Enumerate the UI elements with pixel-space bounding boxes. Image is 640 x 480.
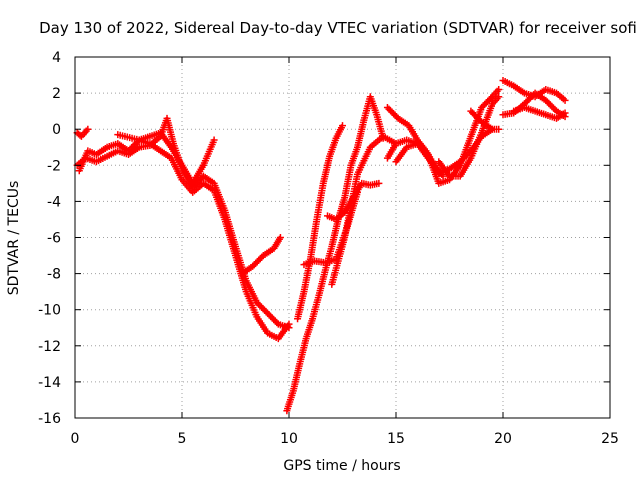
chart-title: Day 130 of 2022, Sidereal Day-to-day VTE… bbox=[39, 19, 637, 37]
y-tick-label: -4 bbox=[47, 194, 61, 210]
y-tick-label: -16 bbox=[38, 411, 61, 427]
series-arc-4 bbox=[114, 129, 218, 187]
data-point-marker bbox=[495, 125, 503, 133]
x-axis-label: GPS time / hours bbox=[283, 458, 400, 474]
data-point-marker bbox=[339, 122, 346, 130]
data-point-marker bbox=[375, 179, 383, 187]
data-point-marker bbox=[495, 93, 503, 101]
y-axis-label: SDTVAR / TECUs bbox=[6, 181, 22, 296]
x-tick-label: 0 bbox=[71, 431, 80, 447]
series-arc-5 bbox=[238, 234, 284, 278]
y-tick-label: -6 bbox=[47, 231, 61, 247]
data-point-marker bbox=[84, 125, 92, 133]
series-arc-6 bbox=[283, 93, 387, 415]
series-arc-10 bbox=[328, 132, 400, 288]
x-tick-label: 20 bbox=[494, 431, 512, 447]
x-tick-label: 15 bbox=[387, 431, 405, 447]
x-tick-label: 25 bbox=[601, 431, 619, 447]
data-point-marker bbox=[285, 320, 293, 328]
data-point-marker bbox=[210, 136, 218, 144]
x-tick-label: 5 bbox=[178, 431, 187, 447]
data-point-marker bbox=[487, 94, 495, 102]
series-arc-7 bbox=[294, 122, 346, 323]
y-tick-label: -8 bbox=[47, 267, 61, 283]
series-arc-3 bbox=[73, 125, 92, 140]
x-tick-label: 10 bbox=[280, 431, 298, 447]
data-point-marker bbox=[276, 234, 284, 241]
series-arc-18 bbox=[510, 104, 569, 122]
data-point-marker bbox=[273, 319, 281, 327]
data-point-marker bbox=[561, 109, 569, 117]
data-point-marker bbox=[561, 96, 569, 104]
series-layer bbox=[73, 76, 569, 415]
series-arc-15 bbox=[467, 107, 503, 133]
y-tick-label: 0 bbox=[52, 122, 61, 138]
y-tick-label: -12 bbox=[38, 339, 61, 355]
y-tick-label: -10 bbox=[38, 303, 61, 319]
series-arc-9 bbox=[324, 179, 383, 223]
data-point-marker bbox=[495, 85, 503, 93]
y-tick-label: 2 bbox=[52, 86, 61, 102]
y-tick-label: 4 bbox=[52, 50, 61, 66]
y-tick-label: -14 bbox=[38, 375, 61, 391]
y-tick-label: -2 bbox=[47, 158, 61, 174]
series-arc-16 bbox=[499, 76, 569, 104]
